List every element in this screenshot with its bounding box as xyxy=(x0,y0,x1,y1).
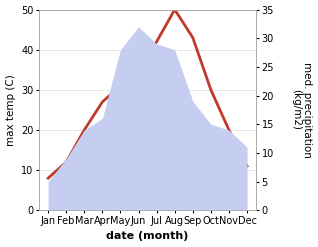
X-axis label: date (month): date (month) xyxy=(107,231,189,242)
Y-axis label: max temp (C): max temp (C) xyxy=(5,74,16,146)
Y-axis label: med. precipitation
(kg/m2): med. precipitation (kg/m2) xyxy=(291,62,313,158)
